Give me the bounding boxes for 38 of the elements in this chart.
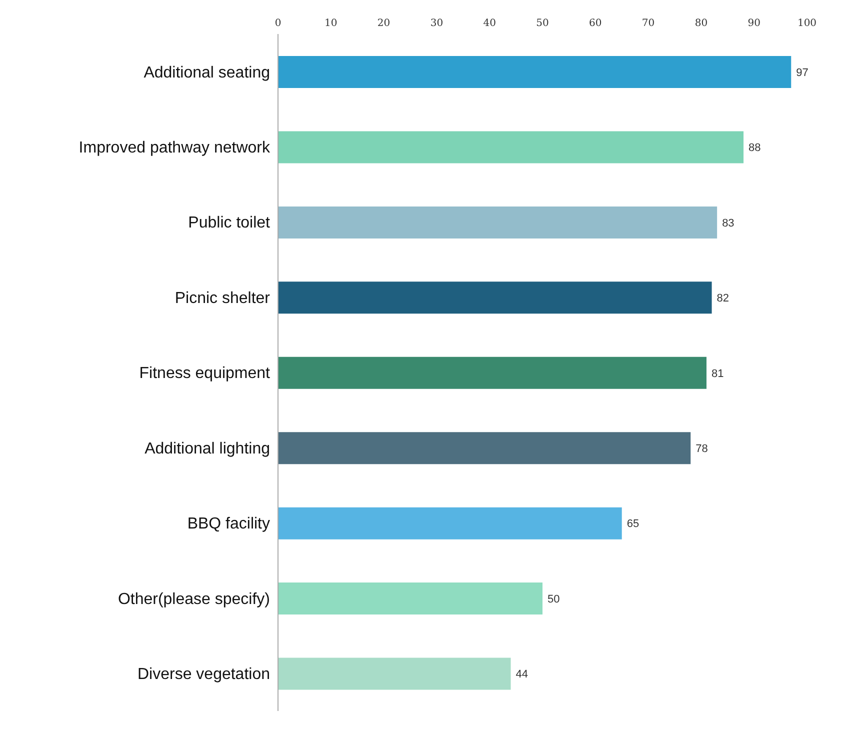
y-tick-label: Public toilet xyxy=(188,214,271,232)
data-label: 97 xyxy=(796,66,808,79)
y-tick-label: Other(please specify) xyxy=(118,590,270,608)
y-tick-label: Picnic shelter xyxy=(174,290,271,307)
data-label: 44 xyxy=(516,668,528,681)
bar xyxy=(278,282,712,314)
x-tick-label: 30 xyxy=(430,18,444,29)
bar xyxy=(278,582,542,615)
x-tick-label: 50 xyxy=(536,18,549,29)
data-label: 88 xyxy=(748,142,761,154)
data-label: 65 xyxy=(626,518,640,530)
y-tick-label: Fitness equipment xyxy=(139,365,271,382)
bar xyxy=(278,356,706,389)
y-tick-label: Additional seating xyxy=(144,64,270,82)
data-label: 83 xyxy=(722,217,734,230)
x-tick-label: 70 xyxy=(642,18,655,29)
x-tick-label: 100 xyxy=(797,18,817,29)
data-label: 50 xyxy=(548,593,560,606)
bar xyxy=(278,206,718,238)
x-tick-label: 10 xyxy=(324,18,338,29)
x-tick-label: 90 xyxy=(748,18,760,29)
y-tick-label: Diverse vegetation xyxy=(137,666,270,684)
y-tick-label: Improved pathway network xyxy=(78,140,271,157)
bar xyxy=(278,432,691,464)
y-tick-label: BBQ facility xyxy=(187,516,270,533)
x-tick-label: 80 xyxy=(694,18,708,29)
x-tick-label: 0 xyxy=(274,18,282,29)
x-tick-label: 20 xyxy=(377,18,390,29)
data-label: 78 xyxy=(696,443,708,456)
bar xyxy=(278,56,792,88)
bar xyxy=(278,131,744,164)
data-label: 82 xyxy=(716,292,730,305)
x-tick-label: 60 xyxy=(589,18,602,29)
x-tick-label: 40 xyxy=(483,18,496,29)
data-label: 81 xyxy=(711,368,724,380)
bar xyxy=(278,658,511,690)
y-tick-label: Additional lighting xyxy=(144,440,270,458)
bar xyxy=(278,507,622,540)
